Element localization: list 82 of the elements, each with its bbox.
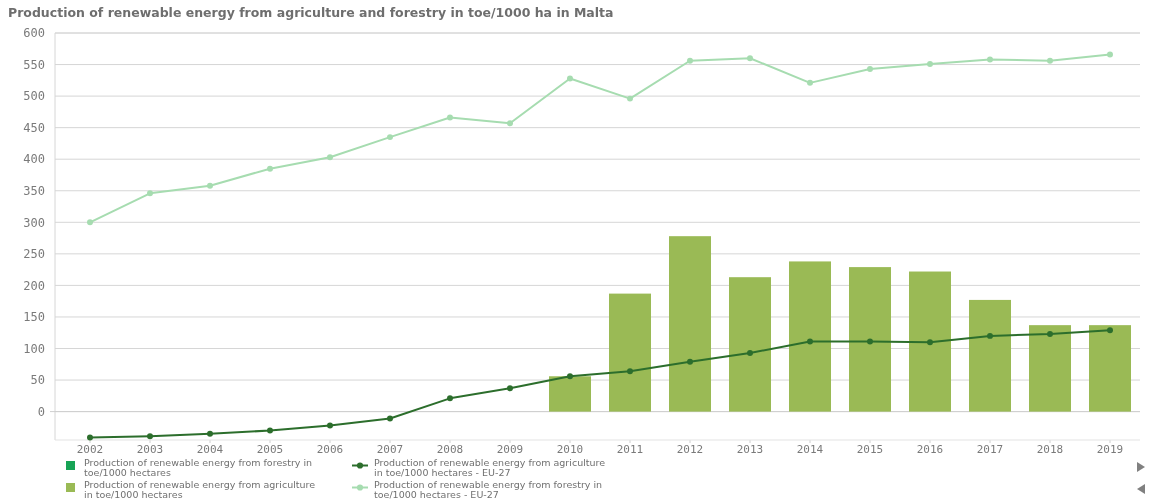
point xyxy=(507,385,513,392)
point xyxy=(807,338,813,345)
x-tick-label: 2002 xyxy=(76,443,104,456)
x-tick-label: 2003 xyxy=(136,443,164,456)
bar xyxy=(909,271,951,412)
legend-label: Production of renewable energy from agriculture in toe/1000 hectares - EU-27 xyxy=(374,457,606,478)
x-tick-label: 2009 xyxy=(496,443,524,456)
x-tick-label: 2016 xyxy=(916,443,944,456)
x-tick-label: 2019 xyxy=(1096,443,1124,456)
y-tick-label: 300 xyxy=(23,215,45,230)
y-tick-label: 50 xyxy=(30,373,45,388)
point xyxy=(807,79,813,86)
point xyxy=(267,165,273,172)
y-tick-label: 400 xyxy=(23,152,45,167)
y-tick-label: 0 xyxy=(37,404,45,419)
bar xyxy=(549,376,591,412)
x-tick-label: 2015 xyxy=(856,443,884,456)
x-tick-label: 2011 xyxy=(616,443,644,456)
point xyxy=(927,60,933,67)
legend-label: Production of renewable energy from forestry in toe/1000 hectares - EU-27 xyxy=(374,479,603,500)
point xyxy=(267,427,273,434)
point xyxy=(447,395,453,402)
bar xyxy=(1089,325,1131,412)
x-tick-label: 2010 xyxy=(556,443,584,456)
point xyxy=(327,154,333,161)
point xyxy=(1047,331,1053,337)
bar xyxy=(729,277,771,412)
y-tick-label: 500 xyxy=(23,89,45,104)
point xyxy=(567,373,573,380)
point xyxy=(87,434,93,441)
point xyxy=(1047,57,1053,64)
point xyxy=(747,349,753,356)
point xyxy=(207,430,213,437)
x-tick-label: 2017 xyxy=(976,443,1004,456)
point xyxy=(1107,327,1113,334)
point xyxy=(1107,51,1113,58)
x-tick-label: 2006 xyxy=(316,443,344,456)
point xyxy=(147,190,153,197)
x-tick-label: 2013 xyxy=(736,443,764,456)
point xyxy=(387,134,393,141)
legend-label: Production of renewable energy from agriculture in toe/1000 hectares xyxy=(84,479,316,500)
point xyxy=(687,358,693,365)
point xyxy=(447,114,453,121)
y-tick-label: 150 xyxy=(23,310,45,325)
x-tick-label: 2012 xyxy=(676,443,704,456)
x-tick-label: 2005 xyxy=(256,443,284,456)
y-tick-label: 100 xyxy=(23,341,45,356)
x-tick-label: 2008 xyxy=(436,443,464,456)
point xyxy=(627,95,633,102)
point xyxy=(87,219,93,226)
bar xyxy=(609,293,651,412)
x-tick-label: 2018 xyxy=(1036,443,1064,456)
point xyxy=(147,433,153,440)
point xyxy=(867,65,873,72)
point xyxy=(507,120,513,127)
point xyxy=(687,57,693,64)
bar xyxy=(1029,325,1071,412)
x-tick-label: 2014 xyxy=(796,443,824,456)
legend-label: Production of renewable energy from forestry in toe/1000 hectares xyxy=(84,457,313,478)
point xyxy=(627,368,633,375)
point xyxy=(747,55,753,62)
y-tick-label: 350 xyxy=(23,183,45,198)
y-tick-label: 450 xyxy=(23,120,45,135)
point xyxy=(987,332,993,339)
point xyxy=(867,338,873,345)
x-tick-label: 2007 xyxy=(376,443,404,456)
x-tick-label: 2004 xyxy=(196,443,224,456)
bar xyxy=(669,236,711,412)
chart-title: Production of renewable energy from agriculture and forestry in toe/1000 ha in Malta xyxy=(8,5,614,20)
point xyxy=(987,56,993,63)
bar xyxy=(849,267,891,412)
y-tick-label: 550 xyxy=(23,57,45,72)
y-tick-label: 250 xyxy=(23,247,45,262)
point xyxy=(327,422,333,429)
point xyxy=(207,182,213,189)
y-tick-label: 200 xyxy=(23,278,45,293)
point xyxy=(567,75,573,82)
point xyxy=(387,415,393,422)
y-tick-label: 600 xyxy=(23,26,45,41)
bar xyxy=(969,299,1011,412)
bar xyxy=(789,261,831,412)
point xyxy=(927,339,933,346)
